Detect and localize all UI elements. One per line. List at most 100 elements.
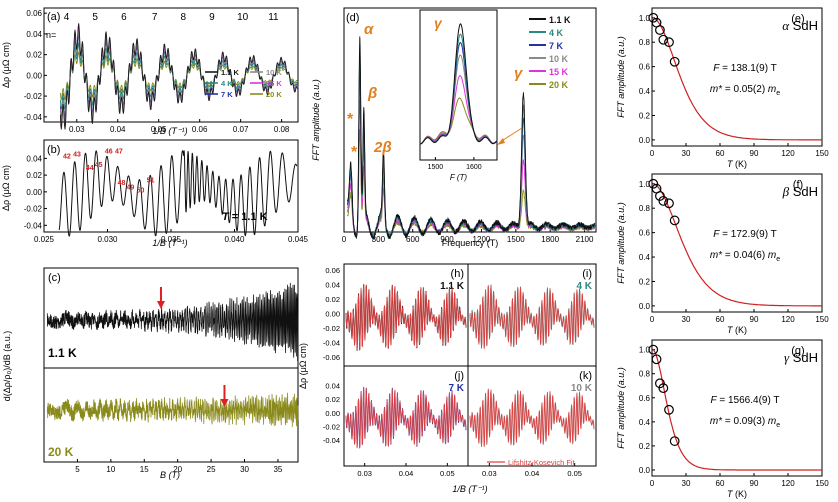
panel-e-title: α SdH <box>782 18 818 33</box>
panel-g-label: (g) <box>791 345 804 357</box>
x-tick-label: 0.06 <box>192 125 208 134</box>
peak-label-alpha: α <box>364 21 374 38</box>
panel-d-xlabel: Frequency (T) <box>442 238 499 248</box>
panel-d-frame <box>343 7 597 233</box>
lk-fit-curve <box>652 348 822 471</box>
y-tick-label: 0.04 <box>26 30 42 39</box>
fit-legend-label: Lifshitz-Kosevich Fit <box>508 458 576 467</box>
legend-entry: 20 K <box>549 80 569 90</box>
x-tick-label: 90 <box>750 149 759 158</box>
panel-d-label: (d) <box>346 12 359 24</box>
landau-level-label: 7 <box>152 12 158 23</box>
x-tick-label: 60 <box>716 479 725 488</box>
panel-e-xlabel: T (K) <box>727 159 747 169</box>
panel-c-frame <box>43 267 299 463</box>
y-tick-label: 0.06 <box>26 9 42 18</box>
data-point <box>669 215 680 226</box>
y-tick-label: -0.04 <box>323 436 340 445</box>
panel-e-ylabel: FFT amplitude (a.u.) <box>616 36 626 118</box>
panel-f-title: β SdH <box>782 184 818 199</box>
series-name: 20 K <box>48 445 74 459</box>
subpanel-label: (k) <box>579 370 592 382</box>
landau-index-label: 50 <box>137 188 145 195</box>
x-tick-label: 0.04 <box>525 469 540 478</box>
panel-a-frame <box>43 7 299 123</box>
temperature-annotation: T = 1.1 K <box>222 211 268 223</box>
legend-entry: 15 K <box>266 79 282 88</box>
panel-b-xlabel: 1/B (T⁻¹) <box>152 238 187 248</box>
x-tick-label: 0.04 <box>399 469 414 478</box>
y-tick-label: 0.00 <box>325 310 340 319</box>
landau-level-label: 10 <box>237 12 249 23</box>
landau-level-label: 11 <box>268 12 279 23</box>
data-point <box>669 436 680 446</box>
data-point <box>658 383 669 394</box>
inset-xlabel: F (T) <box>450 173 468 182</box>
fit-mass-text: m* = 0.09(3) me <box>710 416 780 429</box>
x-tick-label: 15 <box>140 465 149 474</box>
subpanel-temperature: 1.1 K <box>440 281 465 292</box>
legend-entry: 10 K <box>549 54 569 64</box>
x-tick-label: 0.030 <box>97 235 118 244</box>
x-tick-label: 0.04 <box>110 125 126 134</box>
fit-frequency-text: F = 1566.4(9) T <box>710 395 779 406</box>
y-tick-label: 0.4 <box>639 253 651 262</box>
data-point <box>664 37 674 48</box>
y-tick-label: -0.02 <box>323 324 340 333</box>
x-tick-label: 120 <box>781 149 795 158</box>
y-tick-label: 0.02 <box>26 171 42 180</box>
x-tick-label: 25 <box>207 465 216 474</box>
y-tick-label: 0.02 <box>325 295 340 304</box>
x-tick-label: 35 <box>273 465 282 474</box>
series-line <box>59 23 299 130</box>
panel-a-n-prefix: n= <box>46 30 56 40</box>
inset-series-line <box>419 75 498 145</box>
x-tick-label: 150 <box>815 315 829 324</box>
y-tick-label: -0.04 <box>24 221 43 230</box>
y-tick-label: -0.02 <box>323 422 340 431</box>
x-tick-label: 0.05 <box>440 469 455 478</box>
x-tick-label: 600 <box>406 235 420 244</box>
x-tick-label: 0.040 <box>224 235 245 244</box>
x-tick-label: 0.03 <box>69 125 85 134</box>
x-tick-label: 90 <box>750 315 759 324</box>
lk-fit-curve <box>652 183 822 307</box>
panel-f-ylabel: FFT amplitude (a.u.) <box>616 202 626 284</box>
legend-entry: 10 K <box>266 68 282 77</box>
data-point <box>658 34 669 45</box>
data-point <box>664 404 674 415</box>
panel-e-frame <box>651 7 823 147</box>
fft-series-line <box>346 36 596 240</box>
peak-label-beta: β <box>367 85 377 102</box>
y-tick-label: 0.04 <box>26 154 42 163</box>
panel-a-xlabel: 1/B (T⁻¹) <box>152 126 187 136</box>
y-tick-label: -0.06 <box>323 353 340 362</box>
landau-index-label: 44 <box>86 165 94 172</box>
x-tick-label: 1500 <box>507 235 525 244</box>
y-tick-label: 0.4 <box>639 87 651 96</box>
y-tick-label: 0.8 <box>639 38 651 47</box>
y-tick-label: 1.0 <box>639 180 651 189</box>
series-line <box>58 150 298 237</box>
x-tick-label: 30 <box>682 149 691 158</box>
x-tick-label: 30 <box>240 465 249 474</box>
y-tick-label: 0.4 <box>639 418 651 427</box>
x-tick-label: 5 <box>75 465 80 474</box>
x-tick-label: 0.025 <box>34 235 55 244</box>
onset-arrow-head <box>156 301 165 309</box>
fit-frequency-text: F = 138.1(9) T <box>713 63 776 74</box>
x-tick-label: 60 <box>716 315 725 324</box>
x-tick-label: 0.035 <box>161 235 182 244</box>
series-name: 1.1 K <box>48 346 77 360</box>
x-tick-label: 0.045 <box>288 235 309 244</box>
panel-b-label: (b) <box>47 144 60 156</box>
y-tick-label: -0.02 <box>24 92 43 101</box>
fit-mass-text: m* = 0.04(6) me <box>710 250 780 263</box>
panel-g-xlabel: T (K) <box>727 489 747 499</box>
panel-g-ylabel: FFT amplitude (a.u.) <box>616 367 626 449</box>
peak-label-gamma: γ <box>514 65 524 82</box>
y-tick-label: 0.06 <box>325 266 340 275</box>
y-tick-label: 1.0 <box>639 346 651 355</box>
legend-entry: 20 K <box>266 90 282 99</box>
